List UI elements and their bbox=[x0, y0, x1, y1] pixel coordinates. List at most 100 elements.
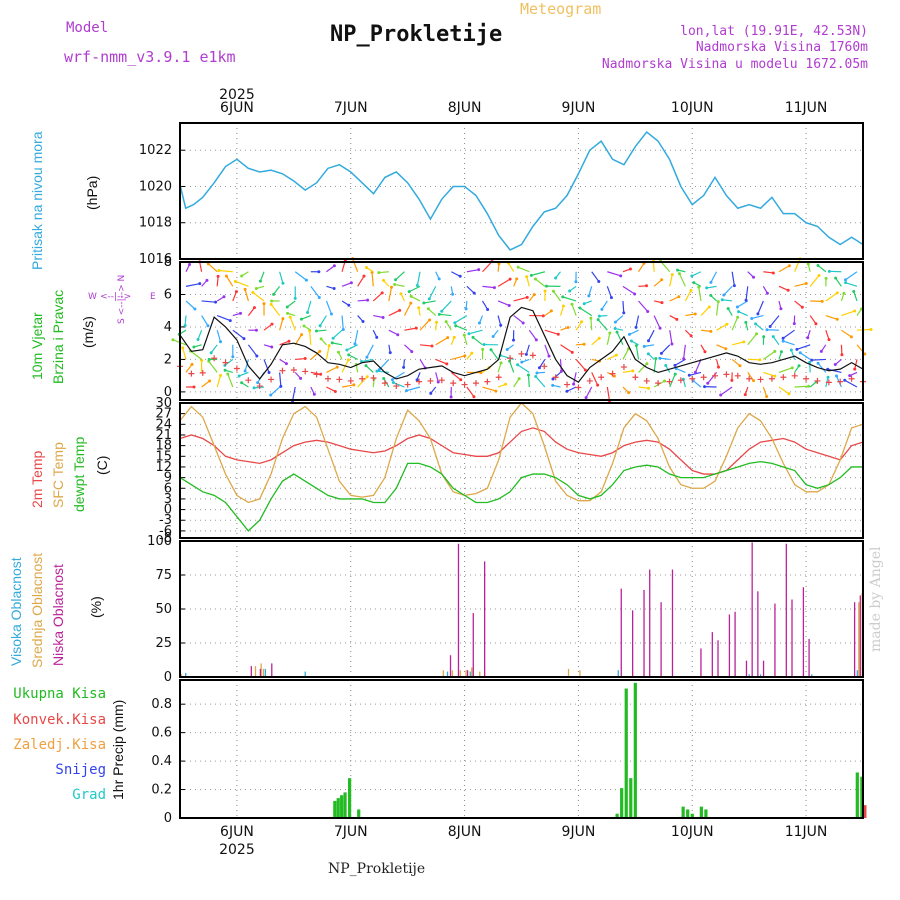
temp-axis-tick-label: 3 bbox=[164, 492, 172, 507]
wind-arrowhead bbox=[807, 384, 811, 388]
cloud-axis-tick-label: 0 bbox=[164, 670, 172, 685]
wind-arrowhead bbox=[288, 315, 292, 319]
wind-arrowhead bbox=[848, 374, 852, 378]
wind-arrowhead bbox=[743, 393, 747, 397]
wind-arrow bbox=[247, 307, 255, 316]
wind-arrowhead bbox=[196, 338, 200, 342]
wind-arrow bbox=[497, 300, 510, 307]
wind-arrowhead bbox=[407, 290, 411, 294]
elevation-text: Nadmorska Visina 1760m bbox=[695, 40, 868, 55]
wind-arrow bbox=[354, 330, 359, 345]
wind-arrow bbox=[372, 292, 383, 302]
wind-arrowhead bbox=[703, 385, 707, 389]
wind-arrowhead bbox=[440, 309, 444, 313]
wind-arrowhead bbox=[833, 363, 837, 367]
wind-arrowhead bbox=[673, 372, 677, 376]
wind-arrow bbox=[326, 265, 335, 273]
wind-gust-marker bbox=[734, 372, 741, 379]
wind-arrowhead bbox=[451, 292, 455, 296]
wind-arrow bbox=[509, 360, 515, 373]
wind-arrow bbox=[201, 300, 216, 303]
wind-arrowhead bbox=[437, 277, 441, 281]
wind-arrowhead bbox=[787, 392, 791, 396]
wind-arrow bbox=[373, 314, 384, 319]
wind-arrowhead bbox=[676, 268, 680, 272]
wind-arrow bbox=[552, 371, 561, 380]
temp-axis-tick-label: 6 bbox=[164, 481, 172, 496]
wind-arrow bbox=[737, 300, 749, 308]
wind-gust-marker bbox=[529, 352, 536, 359]
wind-arrowhead bbox=[719, 393, 723, 397]
wind-arrowhead bbox=[816, 361, 820, 365]
wind-arrow bbox=[638, 363, 648, 373]
wind-arrow bbox=[606, 332, 611, 345]
wind-arrow bbox=[388, 309, 400, 317]
wind-arrow bbox=[579, 307, 593, 317]
wind-arrowhead bbox=[393, 282, 397, 286]
wind-arrowhead bbox=[512, 338, 516, 342]
wind-gust-marker bbox=[302, 368, 309, 375]
wind-arrow bbox=[706, 285, 717, 289]
wind-arrowhead bbox=[798, 351, 802, 355]
wind-gust-marker bbox=[336, 376, 343, 383]
wind-arrowhead bbox=[494, 389, 498, 393]
wind-arrowhead bbox=[852, 290, 856, 294]
wind-arrow bbox=[559, 305, 565, 316]
wind-arrow bbox=[841, 329, 852, 338]
wind-arrowhead bbox=[779, 350, 783, 354]
wind-arrow bbox=[698, 287, 702, 302]
wind-arrowhead bbox=[631, 369, 635, 373]
wind-arrowhead bbox=[226, 372, 230, 376]
wind-arrowhead bbox=[689, 288, 693, 292]
wind-arrow bbox=[544, 344, 550, 357]
bottom-day-label: 6JUN bbox=[220, 824, 254, 840]
temp-axis-tick-label: 12 bbox=[155, 460, 172, 475]
wind-arrow bbox=[184, 315, 187, 326]
wind-arrow bbox=[710, 271, 718, 283]
wind-gust-marker bbox=[450, 380, 457, 387]
wind-axis-tick-label: 2 bbox=[164, 352, 172, 367]
wind-arrow bbox=[689, 371, 702, 376]
wind-arrowhead bbox=[312, 392, 316, 396]
temp-axis-tick-label: -6 bbox=[159, 524, 172, 539]
wind-arrowhead bbox=[464, 307, 468, 311]
wind-arrowhead bbox=[554, 276, 558, 280]
temp-axis-tick-label: 0 bbox=[164, 503, 172, 518]
model-elevation-text: Nadmorska Visina u modelu 1672.05m bbox=[601, 57, 868, 72]
wind-arrow bbox=[751, 314, 764, 320]
wind-arrow bbox=[482, 285, 495, 289]
precip-bar-0 bbox=[348, 778, 352, 818]
wind-arrow bbox=[513, 296, 528, 302]
wind-arrowhead bbox=[382, 278, 386, 282]
legend-convective-rain: Konvek.Kisa bbox=[13, 712, 106, 728]
wind-arrow bbox=[332, 329, 343, 339]
wind-gust-marker bbox=[268, 376, 275, 383]
wind-arrow bbox=[769, 315, 780, 327]
wind-arrow bbox=[585, 386, 593, 398]
wind-arrowhead bbox=[409, 294, 413, 298]
wind-arrowhead bbox=[565, 389, 569, 393]
wind-arrow bbox=[301, 315, 312, 320]
wind-arrowhead bbox=[692, 281, 696, 285]
wind-arrowhead bbox=[190, 362, 194, 366]
wind-arrowhead bbox=[615, 330, 619, 334]
wind-arrowhead bbox=[755, 332, 759, 336]
wind-arrowhead bbox=[237, 374, 241, 378]
wind-arrowhead bbox=[304, 278, 308, 282]
wind-arrow bbox=[669, 373, 676, 388]
wind-arrowhead bbox=[391, 381, 395, 385]
wind-arrow bbox=[590, 318, 593, 331]
wind-arrowhead bbox=[319, 337, 323, 341]
wind-arrowhead bbox=[394, 278, 398, 282]
wind-arrow bbox=[782, 340, 795, 346]
wind-arrowhead bbox=[583, 368, 587, 372]
wind-arrowhead bbox=[534, 338, 538, 342]
wind-arrowhead bbox=[645, 362, 649, 366]
wind-arrow bbox=[455, 325, 468, 331]
wind-arrowhead bbox=[827, 269, 831, 273]
wind-arrowhead bbox=[467, 332, 471, 336]
wind-gust-marker bbox=[757, 376, 764, 383]
wind-arrow bbox=[247, 344, 258, 357]
wind-arrowhead bbox=[398, 308, 402, 312]
wind-gust-marker bbox=[256, 383, 263, 390]
